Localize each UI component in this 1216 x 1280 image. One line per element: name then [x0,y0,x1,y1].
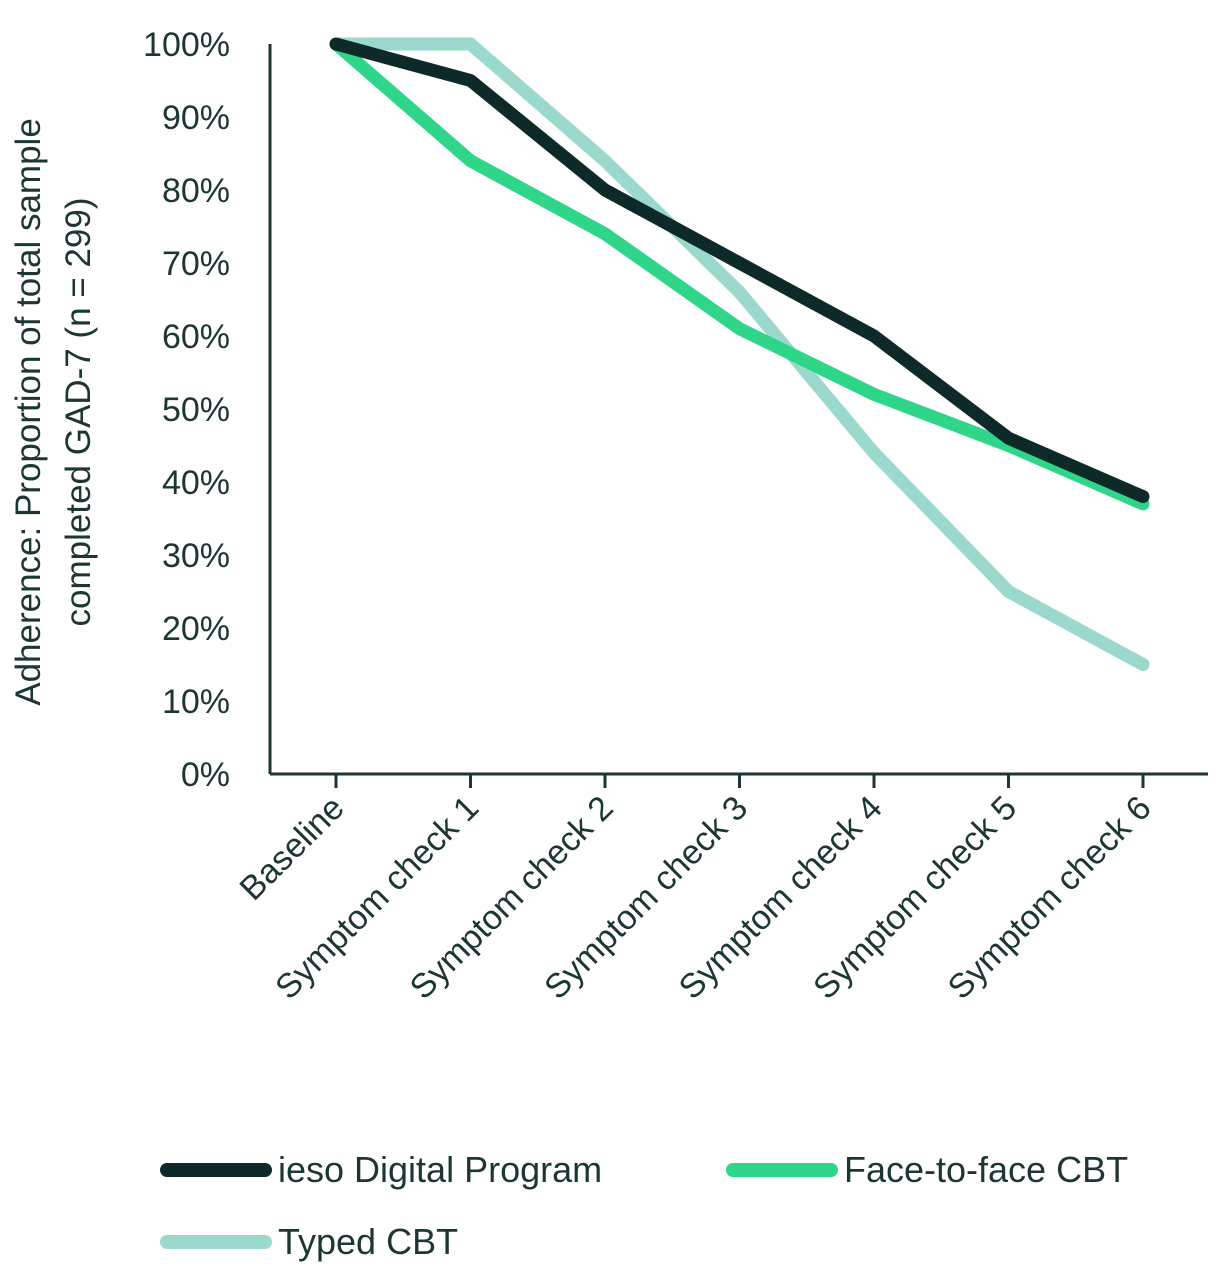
y-tick-label: 10% [162,683,230,721]
y-tick-label: 40% [162,464,230,502]
y-tick-label: 90% [162,99,230,137]
series-line-typed-cbt [329,37,1150,671]
axes [268,44,1208,776]
y-tick-label: 70% [162,245,230,283]
legend-label-ieso-digital-program: ieso Digital Program [278,1149,603,1190]
y-tick-label: 30% [162,537,230,575]
legend-label-face-to-face-cbt: Face-to-face CBT [844,1149,1129,1190]
legend-label-typed-cbt: Typed CBT [278,1221,459,1262]
legend-swatch-typed-cbt [160,1235,272,1249]
legend-item-typed-cbt: Typed CBT [160,1212,458,1272]
series-lines [329,37,1150,671]
y-axis-title-line-2: completed GAD-7 (n = 299) [59,198,98,627]
y-tick-label: 100% [143,26,230,64]
y-axis-title-line-1: Adherence: Proportion of total sample [9,118,48,706]
legend: ieso Digital Program Face-to-face CBT Ty… [160,1140,1200,1270]
series-line-face-to-face-cbt [329,37,1150,511]
legend-swatch-ieso-digital-program [160,1163,272,1177]
y-tick-label: 60% [162,318,230,356]
y-tick-label: 50% [162,391,230,429]
legend-item-face-to-face-cbt: Face-to-face CBT [726,1140,1128,1200]
legend-item-ieso-digital-program: ieso Digital Program [160,1140,602,1200]
series-line-ieso-digital-program [329,37,1150,504]
y-axis-title: Adherence: Proportion of total sample co… [9,118,98,706]
legend-swatch-face-to-face-cbt [726,1163,838,1177]
y-tick-label: 80% [162,172,230,210]
y-tick-label: 0% [181,756,230,794]
y-axis-ticks: 0% 10% 20% 30% 40% 50% 60% 70% 80% 90% 100% [143,26,230,794]
y-tick-label: 20% [162,610,230,648]
x-tick-label: Baseline [233,789,352,908]
